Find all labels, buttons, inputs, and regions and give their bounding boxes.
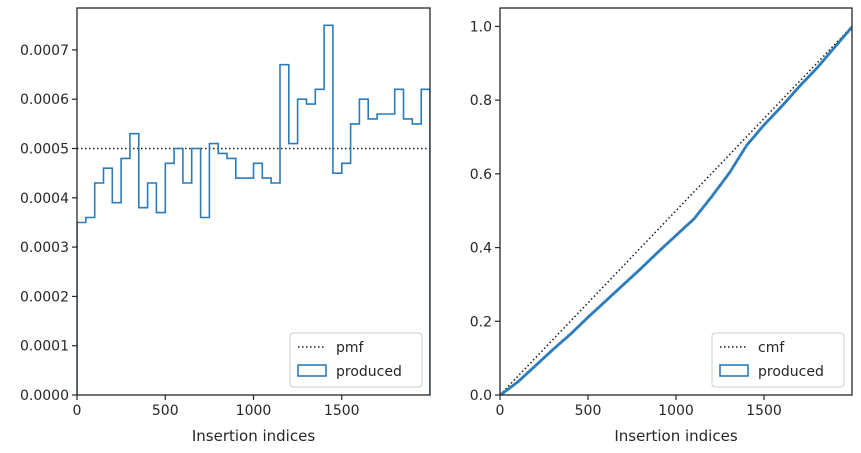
pmf-y-tick-label: 0.0005 <box>20 142 69 158</box>
cmf-x-tick-label: 500 <box>575 403 602 419</box>
cmf-x-tick-label: 1500 <box>746 403 782 419</box>
cmf-x-tick-label: 0 <box>496 403 505 419</box>
cmf-produced-cumulative-line <box>500 26 852 395</box>
pmf-y-tick-label: 0.0002 <box>20 289 69 305</box>
cmf-x-tick-label: 1000 <box>658 403 694 419</box>
pmf-y-tick-label: 0.0004 <box>20 191 69 207</box>
pmf-panel: 0 500 1000 1500 0.0000 0.0001 0.0002 0.0003 0.00… <box>20 7 431 445</box>
pmf-x-tick-label: 1000 <box>236 403 272 419</box>
pmf-legend: pmf produced <box>289 332 423 388</box>
cmf-y-tick-label: 0.8 <box>470 93 492 109</box>
pmf-legend-swatch-produced <box>297 364 327 377</box>
pmf-y-tick-label: 0.0003 <box>20 240 69 256</box>
cmf-x-axis-label: Insertion indices <box>614 427 737 445</box>
cmf-reference-line <box>500 25 852 395</box>
cmf-y-tick-label: 0.6 <box>470 167 492 183</box>
pmf-plot-marks <box>77 24 430 395</box>
cmf-panel: 0 500 1000 1500 0.0 0.2 0.4 0.6 0.8 1.0 Insertion… <box>470 7 853 445</box>
pmf-x-axis-label: Insertion indices <box>192 427 315 445</box>
cmf-y-tick-label: 1.0 <box>470 19 492 35</box>
cmf-y-tick-label: 0.0 <box>470 388 492 404</box>
cmf-y-tick-label: 0.4 <box>470 241 492 257</box>
cmf-legend-swatch-produced <box>719 364 749 377</box>
pmf-y-tick-label: 0.0006 <box>20 92 69 108</box>
cmf-legend: cmf produced <box>711 332 845 388</box>
cmf-plot-marks <box>500 25 852 395</box>
pmf-legend-label-pmf: pmf <box>336 340 365 356</box>
pmf-y-tick-label: 0.0000 <box>20 388 69 404</box>
pmf-y-tick-label: 0.0001 <box>20 339 69 355</box>
pmf-x-tick-label: 500 <box>152 403 179 419</box>
pmf-x-tick-label: 1500 <box>324 403 360 419</box>
pmf-produced-step-outline <box>77 24 430 395</box>
cmf-legend-label-cmf: cmf <box>758 340 785 356</box>
cmf-y-tick-label: 0.2 <box>470 314 492 330</box>
pmf-legend-label-produced: produced <box>336 364 402 380</box>
pmf-ticks: 0 500 1000 1500 0.0000 0.0001 0.0002 0.0003 0.00… <box>20 43 360 419</box>
pmf-y-tick-label: 0.0007 <box>20 43 69 59</box>
pmf-x-tick-label: 0 <box>73 403 82 419</box>
cmf-ticks: 0 500 1000 1500 0.0 0.2 0.4 0.6 0.8 1.0 <box>470 19 782 419</box>
cmf-legend-label-produced: produced <box>758 364 824 380</box>
